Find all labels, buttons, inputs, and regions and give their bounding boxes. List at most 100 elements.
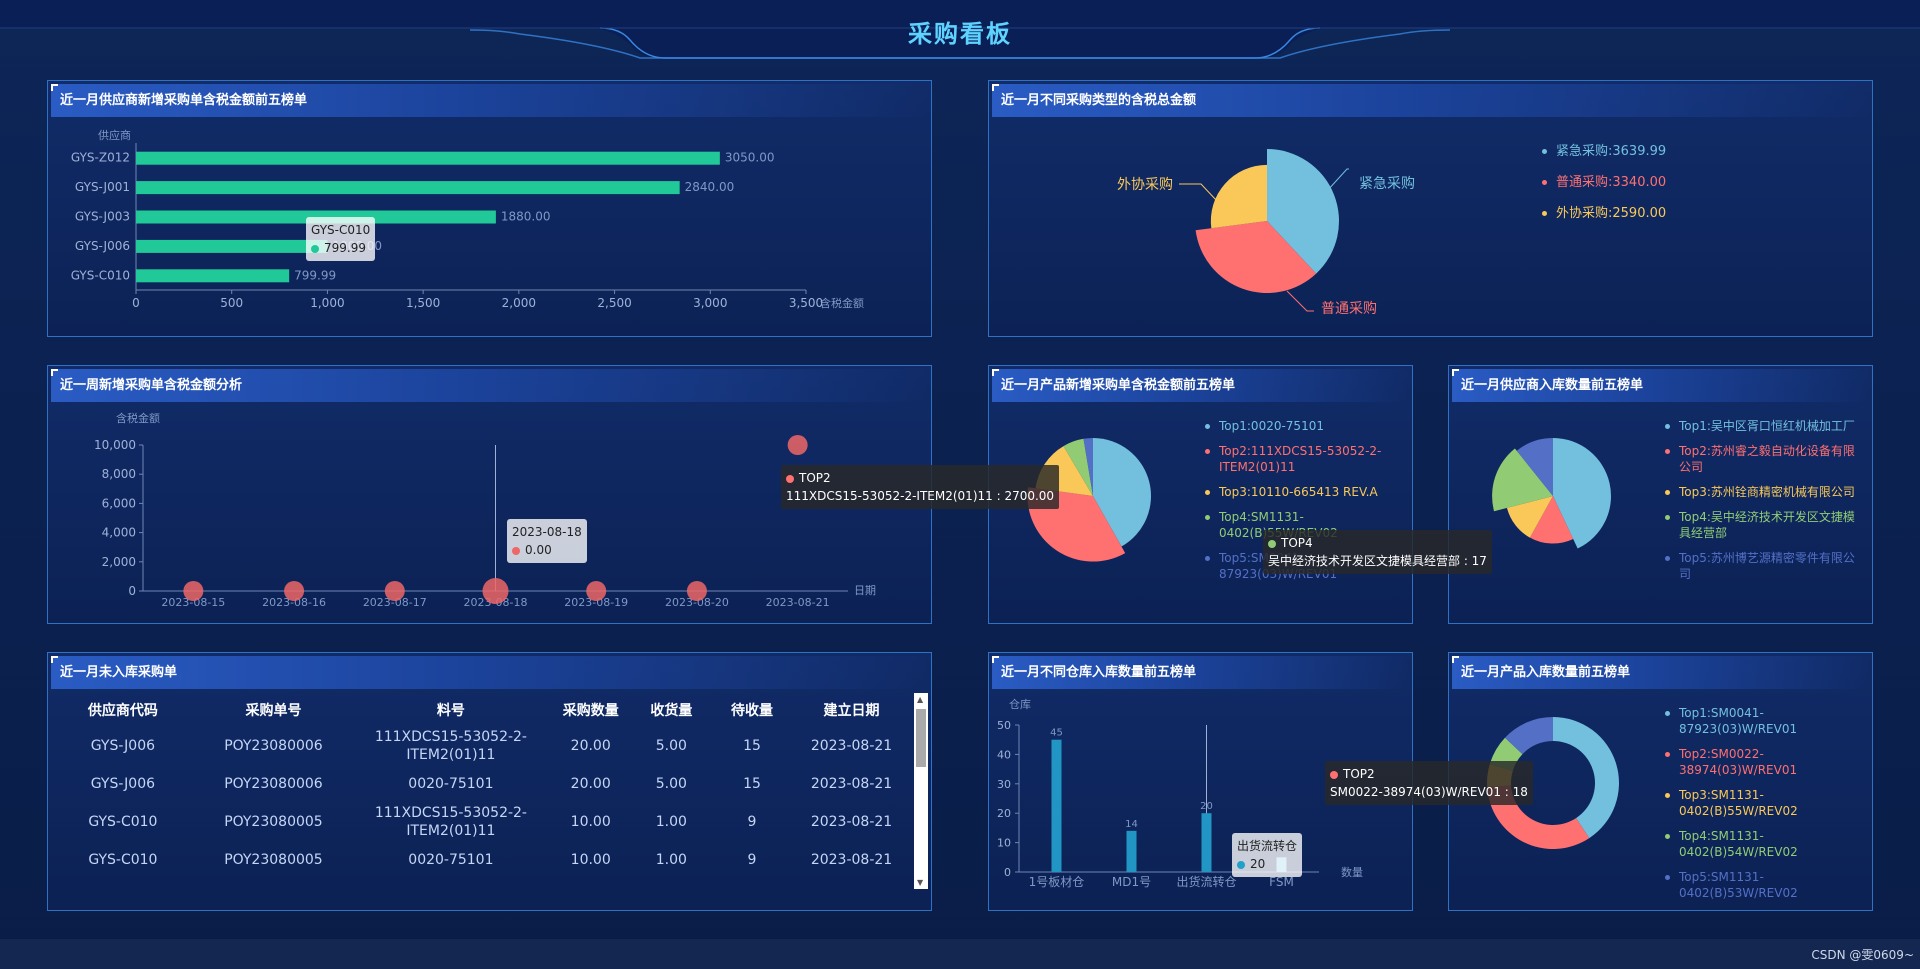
scroll-down-icon[interactable]: ▼ xyxy=(917,878,924,887)
table-cell: 1.00 xyxy=(655,852,687,868)
pie-slice xyxy=(1195,221,1317,293)
label-line xyxy=(1326,168,1349,192)
pie-legend: Top1:SM0041-87923(03)W/REV01 Top2:SM0022… xyxy=(1665,705,1865,910)
table-cell: 0020-75101 xyxy=(408,852,494,868)
y-tick-label: 6,000 xyxy=(102,496,136,510)
scroll-up-icon[interactable]: ▲ xyxy=(917,695,924,704)
col-header: 料号 xyxy=(436,703,465,719)
pie-slice xyxy=(1210,164,1267,229)
table-row[interactable]: GYS-J006 POY23080006 111XDCS15-53052-2-ITE… xyxy=(53,727,908,765)
x-tick-label: 2023-08-21 xyxy=(766,596,830,609)
pie-legend: Top1:吴中区胥口恒红机械加工厂 Top2:苏州睿之毅自动化设备有限公司 To… xyxy=(1665,418,1865,591)
table-cell: GYS-C010 xyxy=(53,879,193,889)
table-cell: 2023-08-21 xyxy=(810,852,893,868)
pie-label: 紧急采购 xyxy=(1359,176,1415,192)
panel-title: 近一月不同仓库入库数量前五榜单 xyxy=(992,656,1409,689)
col-header: 建立日期 xyxy=(823,703,880,719)
legend-item[interactable]: Top2:111XDCS15-53052-2-ITEM2(01)11 xyxy=(1205,443,1405,475)
y-tick-label: GYS-C010 xyxy=(71,268,130,282)
scatter-point xyxy=(482,578,509,604)
label-line xyxy=(1179,183,1218,202)
x-tick-label: 3,500 xyxy=(789,296,823,310)
table-scrollbar[interactable]: ▲ ▼ xyxy=(914,693,928,889)
table-cell: 10110-665413 REV.A xyxy=(354,879,548,889)
x-tick-label: 3,000 xyxy=(693,296,727,310)
y-axis-name: 含税金额 xyxy=(116,411,160,425)
y-tick-label: 30 xyxy=(997,778,1011,791)
legend-item[interactable]: 普通采购:3340.00 xyxy=(1542,174,1666,191)
x-tick-label: 2023-08-17 xyxy=(363,596,427,609)
bar xyxy=(136,239,328,253)
tooltip-name: TOP2 xyxy=(799,471,831,485)
table-cell: 10.00 xyxy=(570,852,611,868)
legend-item[interactable]: Top1:0020-75101 xyxy=(1205,418,1405,434)
scatter-tooltip: 2023-08-18 0.00 xyxy=(507,519,587,563)
orders-table: 供应商代码 采购单号 料号 采购数量 收货量 待收量 建立日期 GYS-J006… xyxy=(53,693,908,889)
table-cell: 20.00 xyxy=(570,738,611,754)
table-cell: 2023-08-21 xyxy=(795,879,908,889)
x-tick-label: MD1号 xyxy=(1112,875,1151,889)
pie-legend: 紧急采购:3639.99 普通采购:3340.00 外协采购:2590.00 xyxy=(1542,143,1666,236)
legend-item[interactable]: 紧急采购:3639.99 xyxy=(1542,143,1666,160)
panel-title: 近一周新增采购单含税金额分析 xyxy=(51,369,928,402)
col-header: 采购单号 xyxy=(245,703,302,719)
bar-value-label: 45 xyxy=(1050,728,1063,739)
tooltip-value: SM0022-38974(03)W/REV01 : 18 xyxy=(1330,785,1528,799)
legend-item[interactable]: Top4:吴中经济技术开发区文捷模具经营部 xyxy=(1665,509,1865,541)
pie-slice xyxy=(1553,438,1611,549)
col-header: 收货量 xyxy=(650,703,693,719)
table-cell: 20.00 xyxy=(548,879,634,889)
table-cell: 111XDCS15-53052-2-ITEM2(01)11 xyxy=(374,729,527,763)
bar-value-label: 20 xyxy=(1200,801,1213,812)
legend-item[interactable]: Top3:SM1131-0402(B)55W/REV02 xyxy=(1665,787,1865,819)
legend-item[interactable]: Top4:SM1131-0402(B)54W/REV02 xyxy=(1665,828,1865,860)
bar xyxy=(1126,830,1137,872)
pie-tooltip-top2: TOP2 111XDCS15-53052-2-ITEM2(01)11 : 270… xyxy=(781,465,1060,509)
table-cell: 0020-75101 xyxy=(408,776,494,792)
tooltip-value: 20 xyxy=(1250,857,1266,871)
bar-value-label: 1880.00 xyxy=(501,210,551,224)
x-tick-label: 500 xyxy=(220,296,243,310)
legend-item[interactable]: 外协采购:2590.00 xyxy=(1542,205,1666,222)
table-cell: 1.00 xyxy=(634,879,709,889)
table-row[interactable]: GYS-C010POY2308000510110-665413 REV.A20.… xyxy=(53,879,908,889)
y-tick-label: 2,000 xyxy=(102,555,136,569)
tooltip-name: GYS-C010 xyxy=(311,223,371,237)
tooltip-value: 111XDCS15-53052-2-ITEM2(01)11 : 2700.00 xyxy=(786,489,1055,503)
pie-label: 普通采购 xyxy=(1321,301,1377,317)
pie-slice xyxy=(1516,438,1553,496)
legend-item[interactable]: Top3:10110-665413 REV.A xyxy=(1205,484,1405,500)
table-row[interactable]: GYS-J006 POY23080006 0020-75101 20.00 5.00 15… xyxy=(53,765,908,803)
legend-item[interactable]: Top1:SM0041-87923(03)W/REV01 xyxy=(1665,705,1865,737)
table-row[interactable]: GYS-C010 POY23080005 111XDCS15-53052-2-ITE… xyxy=(53,803,908,841)
col-header: 供应商代码 xyxy=(87,703,158,719)
table-header-row: 供应商代码 采购单号 料号 采购数量 收货量 待收量 建立日期 xyxy=(53,693,908,727)
y-tick-label: 10 xyxy=(997,837,1011,850)
legend-item[interactable]: Top3:苏州铨商精密机械有限公司 xyxy=(1665,484,1865,500)
table-cell: 2023-08-21 xyxy=(810,814,893,830)
x-tick-label: 2023-08-20 xyxy=(665,596,729,609)
bar xyxy=(1201,813,1212,872)
table-row[interactable]: GYS-C010 POY23080005 0020-75101 10.00 1.00 9 2… xyxy=(53,841,908,879)
panel-title: 近一月产品入库数量前五榜单 xyxy=(1452,656,1869,689)
legend-item[interactable]: Top1:吴中区胥口恒红机械加工厂 xyxy=(1665,418,1865,434)
legend-item[interactable]: Top5:SM1131-0402(B)53W/REV02 xyxy=(1665,869,1865,901)
table-cell: 2023-08-21 xyxy=(810,738,893,754)
y-tick-label: 8,000 xyxy=(102,467,136,481)
legend-item[interactable]: Top5:苏州博艺源精密零件有限公司 xyxy=(1665,550,1865,582)
panel-unreceived-orders: 近一月未入库采购单 供应商代码 采购单号 料号 采购数量 收货量 待收量 建立日… xyxy=(47,652,932,911)
x-tick-label: 出货流转仓 xyxy=(1176,874,1236,889)
legend-item[interactable]: Top2:苏州睿之毅自动化设备有限公司 xyxy=(1665,443,1865,475)
table-cell: 9 xyxy=(747,852,757,868)
bar xyxy=(136,151,720,165)
pie-slice xyxy=(1093,438,1151,547)
table-container[interactable]: 供应商代码 采购单号 料号 采购数量 收货量 待收量 建立日期 GYS-J006… xyxy=(53,693,908,889)
x-tick-label: 0 xyxy=(132,296,140,310)
footer-credit: CSDN @雯0609~ xyxy=(1811,948,1914,962)
legend-item[interactable]: Top2:SM0022-38974(03)W/REV01 xyxy=(1665,746,1865,778)
scrollbar-thumb[interactable] xyxy=(916,709,926,767)
panel-title: 近一月产品新增采购单含税金额前五榜单 xyxy=(992,369,1409,402)
scatter-point xyxy=(284,581,305,601)
